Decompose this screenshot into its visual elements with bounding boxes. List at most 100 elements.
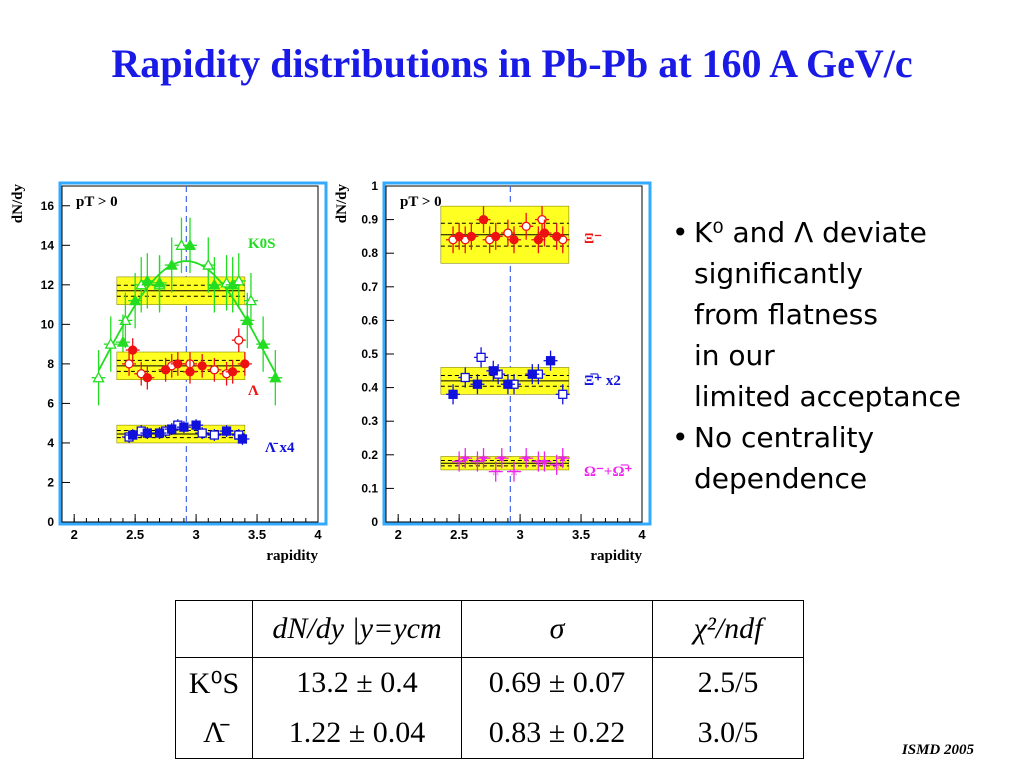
data-point: ★ [557,451,568,465]
table-header-cell: dN/dy |y=ycm [252,600,462,658]
data-point [197,428,207,438]
data-point [241,314,254,326]
x-tick-label: 2.5 [126,527,144,542]
data-point [448,389,458,399]
x-axis-label: rapidity [590,548,642,564]
data-point [154,428,165,438]
data-point [545,356,556,366]
table-header-cell [175,600,253,658]
y-tick-label: 0.4 [361,381,378,395]
x-axis-label: rapidity [266,548,318,564]
footer-label: ISMD 2005 [901,742,974,758]
bullet-line: dependence [694,462,868,495]
data-point [221,426,232,436]
data-point [460,372,470,383]
data-point [128,430,138,440]
x-tick-label: 4 [638,527,646,542]
data-point [533,235,544,245]
table-cell-chi2: 2.5/5 [652,657,804,708]
bullet-line: from flatness [694,298,878,331]
data-point [197,361,207,371]
series-legend-label: Ξ̅⁺ x2 [584,373,621,389]
y-tick-label: 2 [47,475,54,489]
data-point [269,371,282,383]
y-tick-label: 10 [41,317,55,331]
y-tick-label: 0.3 [361,414,378,428]
plot-frame [382,181,652,526]
data-point [466,231,476,242]
data-point [244,294,258,306]
x-tick-label: 2.5 [450,527,468,542]
data-point [478,214,489,225]
data-point [226,278,239,290]
data-point: ☆ [490,465,501,479]
series-legend-label: Λ̄ x4 [265,440,295,456]
data-point [472,379,483,389]
x-tick-label: 3.5 [248,527,266,542]
data-point: ★ [460,451,471,465]
data-point [509,235,519,245]
fit-results-table: dN/dy |y=ycm σ χ²/ndf K⁰S 13.2 ± 0.4 0.6… [175,600,804,759]
y-axis-label: dN/dy [10,184,26,224]
table-header-row: dN/dy |y=ycm σ χ²/ndf [175,600,804,658]
bullet-line: K⁰ and Λ deviate [694,216,927,249]
data-point [153,276,166,288]
data-point: ★ [478,451,489,465]
data-point [257,337,270,349]
data-point [491,231,501,242]
data-point [183,238,197,250]
series-legend-label: Ω⁻+Ω̅⁺ [584,464,632,480]
data-point [167,424,177,434]
data-point [240,359,250,369]
data-point [142,373,152,383]
data-point [488,366,498,376]
y-tick-label: 0.2 [361,448,378,462]
y-tick-label: 0.9 [361,213,378,227]
y-tick-label: 0 [371,515,378,529]
x-tick-label: 4 [314,527,322,542]
plot-frame [58,181,328,526]
data-point [173,359,183,369]
data-point [165,258,178,270]
y-tick-label: 0 [47,515,54,529]
panel-title: pT > 0 [76,194,118,210]
data-point [209,365,220,375]
bullet-line: in our [694,339,775,372]
bullet-line: significantly [694,257,863,290]
table-cell-particle: K⁰S [175,657,253,708]
y-tick-label: 8 [47,357,54,371]
y-tick-label: 12 [41,278,55,292]
y-tick-label: 4 [47,436,54,450]
table-header-cell: σ [461,600,653,658]
data-point [521,221,531,231]
x-tick-label: 2 [71,527,78,542]
y-tick-label: 0.8 [361,246,378,260]
data-point: ☆ [472,455,483,469]
data-point [527,369,537,379]
data-point: ☆ [509,465,520,479]
data-point [104,337,117,349]
data-point [124,359,134,369]
y-tick-label: 0.5 [361,347,378,361]
data-point: ★ [496,451,507,465]
data-point: ★ [539,455,550,469]
y-tick-label: 1 [371,179,378,193]
table-cell-sigma: 0.83 ± 0.22 [461,708,653,759]
bullet-item-1: • K⁰ and Λ deviate significantly from fl… [672,212,1022,417]
data-point [116,335,130,347]
data-point [209,430,220,440]
table-cell-chi2: 3.0/5 [652,708,804,759]
series-legend-label: Λ [248,383,259,399]
y-tick-label: 0.7 [361,280,378,294]
data-point [160,365,171,375]
y-tick-label: 0.6 [361,313,378,327]
y-axis-label: dN/dy [334,184,350,224]
bullet-list: • K⁰ and Λ deviate significantly from fl… [672,212,1022,499]
data-point: ☆ [551,458,562,472]
y-tick-label: 14 [41,238,55,252]
x-tick-label: 3 [516,527,523,542]
table-cell-particle: Λ̄ [175,708,253,759]
y-tick-label: 0.1 [361,481,378,495]
data-point [92,371,105,383]
series-legend-label: K0S [248,236,276,252]
